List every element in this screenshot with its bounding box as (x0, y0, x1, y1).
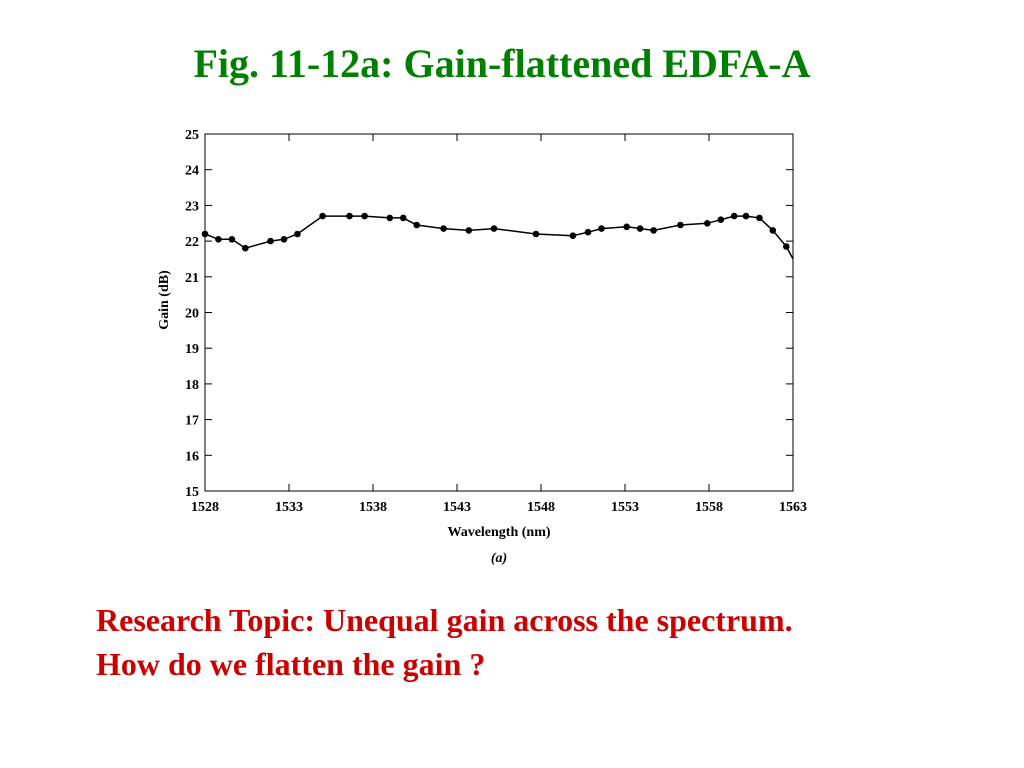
data-point (319, 212, 326, 220)
x-tick-label: 1543 (443, 500, 471, 515)
research-line-1: Research Topic: Unequal gain across the … (96, 602, 793, 638)
x-tick-label: 1548 (527, 500, 555, 515)
x-tick-labels: 1528 1533 1538 1543 1548 1553 1558 1563 (191, 500, 807, 515)
axis-ticks (204, 133, 794, 492)
data-point (399, 214, 407, 222)
data-point (756, 214, 763, 222)
gain-series-points (201, 212, 790, 252)
y-tick-label: 19 (185, 342, 199, 357)
slide-title: Fig. 11-12a: Gain-flattened EDFA-A (193, 41, 811, 86)
y-tick-label: 18 (185, 378, 199, 393)
data-point (532, 230, 540, 238)
data-point (783, 243, 790, 250)
research-topic-text: Research Topic: Unequal gain across the … (96, 598, 996, 686)
y-tick-label: 22 (185, 235, 199, 250)
data-point (623, 223, 630, 231)
data-point (280, 236, 288, 243)
y-tick-label: 23 (185, 199, 199, 214)
data-point (267, 237, 274, 245)
x-tick-label: 1538 (359, 500, 387, 515)
chart-caption: (a) (491, 551, 507, 566)
y-tick-labels: 15 16 17 18 19 20 21 22 23 24 25 (185, 128, 199, 500)
y-tick-label: 24 (185, 164, 199, 179)
data-point (201, 230, 209, 238)
x-tick-label: 1563 (779, 500, 807, 515)
data-point (598, 225, 605, 232)
data-point (294, 230, 301, 238)
data-point (465, 227, 473, 234)
data-point (490, 225, 498, 232)
data-point (730, 212, 738, 220)
data-point (769, 227, 777, 234)
data-point (742, 212, 750, 220)
data-point (413, 221, 421, 229)
data-point (215, 236, 222, 243)
data-point (636, 225, 644, 232)
y-tick-label: 21 (185, 271, 199, 286)
y-tick-label: 15 (185, 485, 199, 500)
y-tick-label: 16 (185, 449, 199, 464)
y-axis-title: Gain (dB) (157, 270, 172, 330)
y-tick-label: 25 (185, 128, 199, 143)
data-point (569, 232, 577, 239)
y-tick-label: 17 (185, 414, 199, 429)
x-tick-label: 1533 (275, 500, 303, 515)
research-line-2: How do we flatten the gain ? (96, 646, 486, 682)
plot-frame (204, 133, 794, 492)
y-tick-label: 20 (185, 307, 199, 322)
data-point (242, 244, 249, 252)
x-tick-label: 1558 (695, 500, 723, 515)
x-axis-title: Wavelength (nm) (447, 525, 550, 540)
data-point (704, 220, 711, 227)
data-point (584, 228, 592, 236)
data-point (677, 221, 684, 229)
data-point (361, 212, 368, 220)
data-point (346, 212, 353, 220)
x-tick-label: 1528 (191, 500, 219, 515)
x-tick-label: 1553 (611, 500, 639, 515)
data-point (650, 227, 657, 234)
data-point (228, 236, 236, 243)
data-point (717, 216, 725, 223)
data-point (386, 214, 394, 222)
data-point (440, 225, 447, 232)
